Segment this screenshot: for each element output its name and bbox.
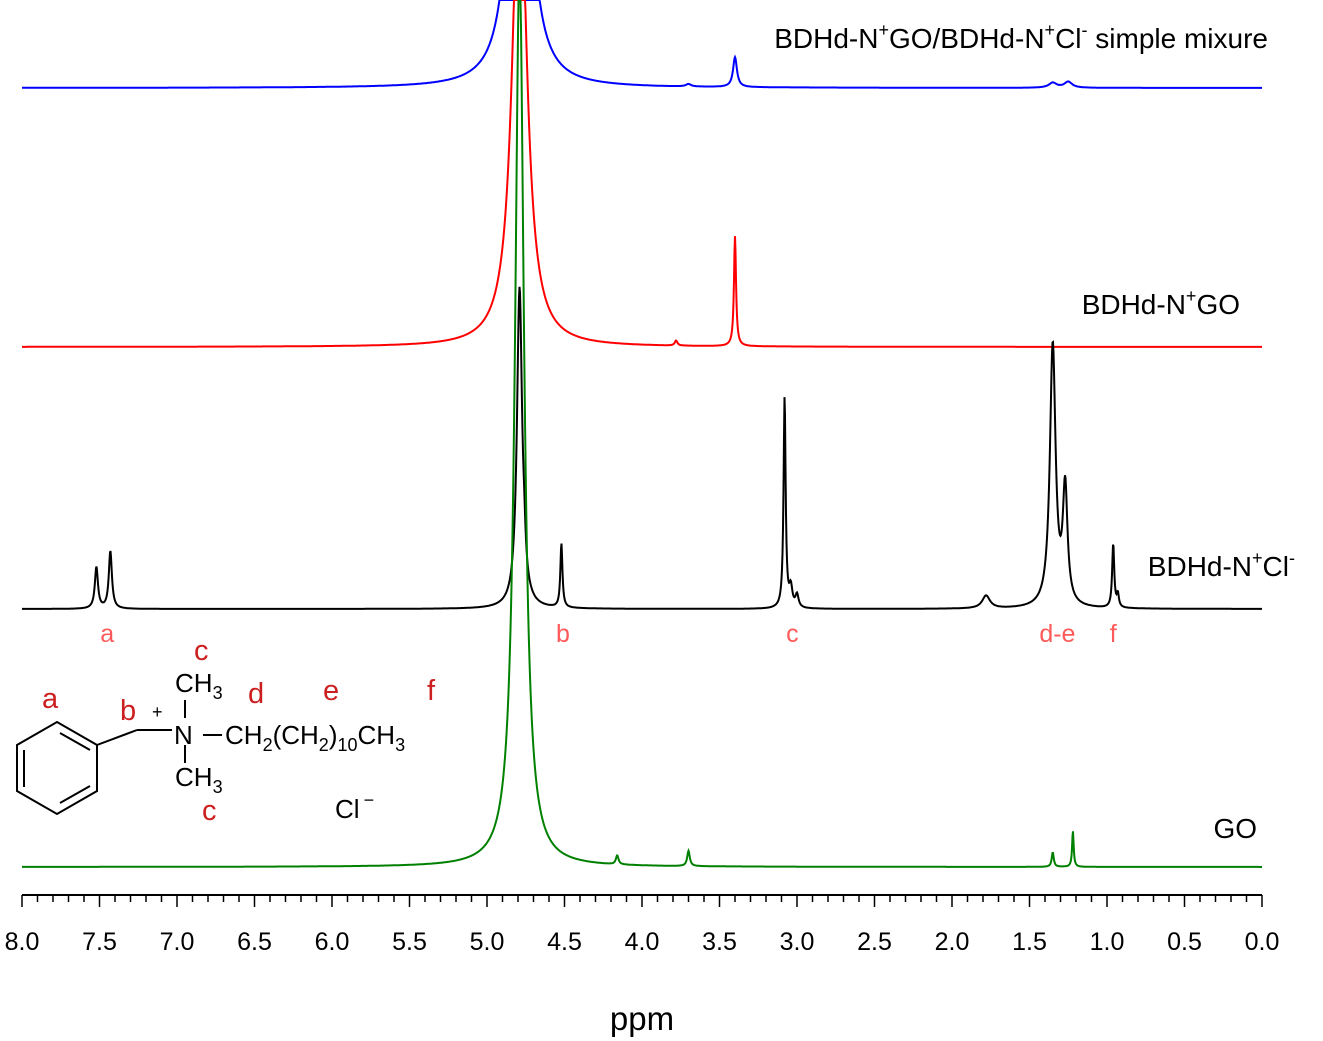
series-line-2: [22, 286, 1262, 610]
structure-label-c-top: c: [194, 635, 209, 667]
series-label-1: BDHd-N+GO: [1082, 286, 1240, 320]
structure-nitrogen: N: [174, 720, 193, 750]
structure-label-a: a: [42, 683, 59, 715]
x-tick-label: 0.0: [1245, 928, 1280, 956]
structure-ch3-bottom: CH3: [175, 762, 223, 797]
benzyl-bond-1: [96, 729, 138, 746]
labels-layer: BDHd-N+GO/BDHd-N+Cl- simple mixure BDHd-N…: [100, 20, 1295, 844]
structure-text: a b c c d e f + N CH3 CH3 CH2(CH2)10CH3 …: [42, 635, 436, 827]
x-tick-label: 4.0: [625, 928, 660, 956]
x-tick-label: 8.0: [5, 928, 40, 956]
structure-label-b: b: [120, 695, 136, 727]
structure-label-d: d: [248, 678, 264, 710]
series-line-3: [22, 0, 1262, 868]
peak-label-c: c: [786, 620, 799, 648]
peak-label-a: a: [100, 620, 114, 648]
x-tick-label: 3.5: [702, 928, 737, 956]
structure-chain: CH2(CH2)10CH3: [225, 720, 405, 755]
benzene-inner-bond-1: [59, 732, 91, 751]
peak-label-f: f: [1110, 620, 1117, 648]
series-label-0: BDHd-N+GO/BDHd-N+Cl- simple mixure: [774, 20, 1268, 54]
structure-label-e: e: [323, 675, 339, 707]
x-tick-label: 6.0: [315, 928, 350, 956]
structure-ch3-top: CH3: [175, 668, 223, 703]
chemical-structure: [16, 700, 222, 816]
peak-label-b: b: [556, 620, 570, 648]
x-tick-label: 2.5: [857, 928, 892, 956]
series-line-1: [22, 0, 1262, 348]
structure-counterion: Cl −: [335, 790, 374, 824]
spectra-layer: [22, 0, 1262, 868]
x-axis: 8.0 7.5 7.0 6.5 6.0 5.5 5.0 4.5 4.0 3.5 3.0 2.5 2.0 1…: [5, 894, 1280, 1037]
structure-label-f: f: [427, 675, 436, 707]
x-tick-label: 5.0: [470, 928, 505, 956]
x-axis-title: ppm: [610, 1000, 674, 1037]
x-tick-label: 6.5: [237, 928, 272, 956]
x-tick-label: 5.5: [392, 928, 427, 956]
structure-plus: +: [152, 702, 163, 722]
x-tick-label: 1.5: [1012, 928, 1047, 956]
structure-label-c-bottom: c: [202, 795, 217, 827]
x-tick-label: 2.0: [935, 928, 970, 956]
x-tick-label: 0.5: [1167, 928, 1202, 956]
series-line-0: [22, 0, 1262, 89]
x-tick-label: 1.0: [1090, 928, 1125, 956]
x-tick-label: 7.0: [160, 928, 195, 956]
series-label-3: GO: [1213, 813, 1257, 844]
x-tick-label: 7.5: [82, 928, 117, 956]
benzene-inner-bond-2: [59, 785, 91, 804]
peak-label-d-e: d-e: [1039, 620, 1075, 648]
series-label-2: BDHd-N+Cl-: [1148, 548, 1295, 582]
x-tick-label: 4.5: [547, 928, 582, 956]
benzene-ring: [16, 720, 98, 816]
x-tick-label: 3.0: [780, 928, 815, 956]
